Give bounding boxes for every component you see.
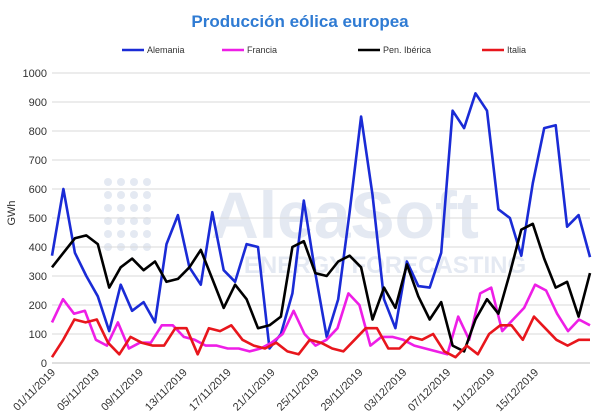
- legend-label: Francia: [247, 45, 277, 55]
- watermark-dot: [117, 204, 125, 212]
- watermark-dot: [117, 191, 125, 199]
- x-tick-label: 21/11/2019: [231, 367, 278, 414]
- y-tick-labels: 0 100 200 300 400 500 600 700 800 900 1000: [23, 68, 47, 370]
- legend: Alemania Francia Pen. Ibérica Italia: [122, 45, 526, 55]
- x-tick-label: 11/12/2019: [450, 367, 497, 414]
- watermark-dot: [130, 230, 138, 238]
- chart-title: Producción eólica europea: [191, 12, 409, 31]
- watermark-dot: [117, 178, 125, 186]
- watermark-dot: [104, 191, 112, 199]
- watermark-dot: [130, 204, 138, 212]
- watermark-dot: [143, 230, 151, 238]
- series-lines: [50, 92, 592, 359]
- watermark-tagline: ENERGY FORECASTING: [244, 252, 526, 279]
- x-tick-label: 15/12/2019: [494, 367, 541, 414]
- watermark-dot: [143, 178, 151, 186]
- watermark-dot: [104, 230, 112, 238]
- watermark: AleaSoft ENERGY FORECASTING: [104, 178, 526, 279]
- x-tick-label: 05/11/2019: [55, 367, 102, 414]
- series-line-pen-ib-rica: [50, 222, 592, 353]
- y-tick-label: 300: [29, 271, 47, 283]
- y-axis-label: GWh: [6, 200, 18, 225]
- x-tick-label: 13/11/2019: [143, 367, 190, 414]
- y-tick-label: 1000: [23, 68, 47, 80]
- watermark-dot: [117, 230, 125, 238]
- y-tick-label: 700: [29, 155, 47, 167]
- x-tick-label: 01/11/2019: [11, 367, 58, 414]
- watermark-dot: [104, 217, 112, 225]
- series-line-alemania: [50, 92, 592, 350]
- y-tick-label: 100: [29, 329, 47, 341]
- y-tick-label: 600: [29, 184, 47, 196]
- legend-label: Alemania: [147, 45, 185, 55]
- legend-label: Italia: [507, 45, 526, 55]
- watermark-dot: [143, 191, 151, 199]
- watermark-dot: [143, 204, 151, 212]
- y-tick-label: 800: [29, 126, 47, 138]
- watermark-logo-dots: [104, 178, 151, 251]
- watermark-dot: [117, 217, 125, 225]
- x-tick-label: 25/11/2019: [275, 367, 322, 414]
- x-tick-label: 03/12/2019: [362, 367, 409, 414]
- y-tick-label: 900: [29, 97, 47, 109]
- y-tick-label: 400: [29, 242, 47, 254]
- x-tick-label: 09/11/2019: [99, 367, 146, 414]
- watermark-dot: [130, 178, 138, 186]
- x-tick-label: 17/11/2019: [187, 367, 234, 414]
- y-tick-label: 500: [29, 213, 47, 225]
- y-tick-label: 200: [29, 300, 47, 312]
- watermark-dot: [143, 217, 151, 225]
- watermark-dot: [104, 178, 112, 186]
- legend-label: Pen. Ibérica: [383, 45, 431, 55]
- y-tick-label: 0: [41, 358, 47, 370]
- watermark-dot: [104, 204, 112, 212]
- watermark-dot: [130, 191, 138, 199]
- x-tick-label: 07/12/2019: [406, 367, 453, 414]
- watermark-dot: [130, 217, 138, 225]
- x-tick-labels: 01/11/201905/11/201909/11/201913/11/2019…: [11, 367, 541, 414]
- series-line-italia: [50, 315, 590, 359]
- x-tick-label: 29/11/2019: [319, 367, 366, 414]
